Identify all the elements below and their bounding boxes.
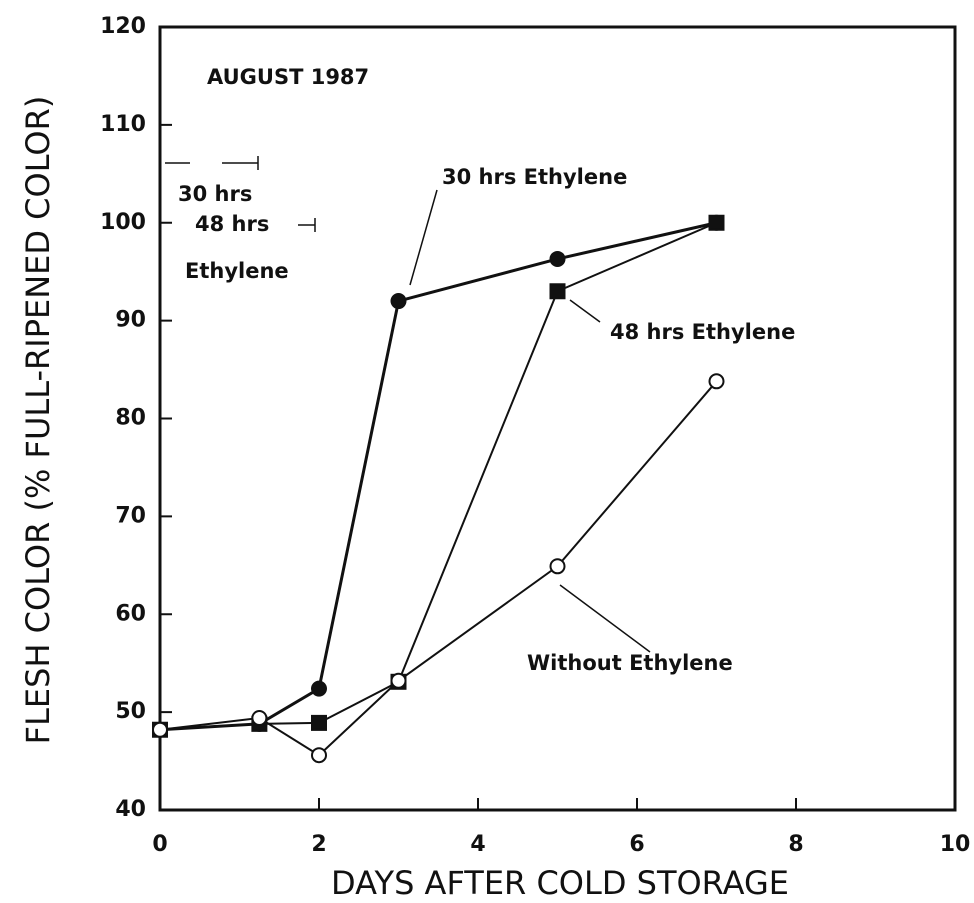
x-tick-label: 0: [152, 832, 167, 857]
marker: [390, 293, 407, 310]
y-tick-label: 40: [115, 797, 146, 822]
y-tick-label: 50: [115, 699, 146, 724]
annotation: 48 hrs Ethylene: [610, 320, 795, 344]
y-tick-label: 80: [115, 406, 146, 431]
marker: [311, 714, 327, 731]
leader-line: [569, 299, 601, 323]
leader-line: [409, 189, 438, 286]
annotation: Ethylene: [185, 259, 289, 283]
y-tick-label: 60: [115, 601, 146, 626]
annotation: 30 hrs Ethylene: [442, 165, 627, 189]
x-tick-label: 6: [629, 832, 644, 857]
y-tick-label: 70: [115, 503, 146, 528]
x-axis-label: DAYS AFTER COLD STORAGE: [331, 864, 789, 902]
y-tick-label: 90: [115, 308, 146, 333]
y-tick-label: 110: [100, 112, 146, 137]
marker: [708, 373, 725, 390]
marker: [390, 672, 407, 689]
marker: [549, 283, 566, 300]
marker: [251, 709, 268, 726]
marker: [311, 747, 327, 764]
x-tick-label: 2: [311, 832, 326, 857]
marker: [549, 250, 566, 267]
annotation: AUGUST 1987: [207, 65, 369, 89]
annotation: 48 hrs: [195, 212, 269, 236]
marker: [152, 721, 168, 738]
plot-frame: [158, 25, 957, 812]
leader-line: [559, 584, 651, 653]
marker: [549, 558, 566, 575]
y-axis-label: FLESH COLOR (% FULL-RIPENED COLOR): [19, 96, 57, 745]
annotation: 30 hrs: [178, 182, 252, 206]
series-line: [159, 380, 718, 757]
marker: [311, 680, 327, 697]
y-tick-label: 120: [100, 14, 146, 39]
marker: [708, 214, 725, 231]
x-tick-label: 10: [940, 832, 971, 857]
y-tick-label: 100: [100, 210, 146, 235]
series-line: [159, 221, 717, 731]
x-tick-label: 4: [470, 832, 485, 857]
x-tick-label: 8: [788, 832, 803, 857]
annotation: Without Ethylene: [527, 651, 733, 675]
